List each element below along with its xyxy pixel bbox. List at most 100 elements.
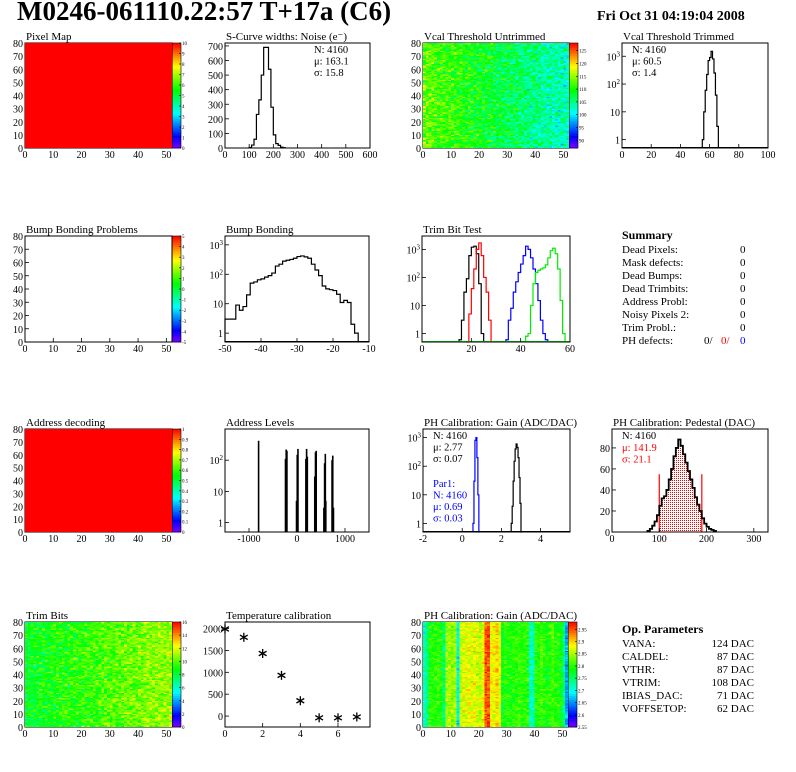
chart-address-levels: Address Levels -1000 0 1000 1 10 102 [210,417,370,545]
summary-value: 0 [740,283,746,295]
colorbar-band [568,668,577,671]
colorbar-band [172,484,181,488]
colorbar-band [172,630,181,633]
colorbar-tick-label: 10 [182,42,188,47]
op-parameters-title: Op. Parameters [622,622,704,636]
x-tick-label: 0 [620,150,625,161]
x-tick-label: 10 [48,150,58,161]
colorbar-band [569,145,578,149]
colorbar-band [172,433,181,436]
colorbar-band [172,457,181,461]
colorbar-band [172,131,181,134]
colorbar-band [569,137,578,141]
chart-ph-pedestal: PH Calibration: Pedestal (DAC)0 100 200 300… [600,417,769,545]
colorbar-band [172,45,181,48]
colorbar-band [569,127,578,130]
colorbar-tick-label: 6 [182,687,185,692]
y-tick-label: 50 [13,272,23,283]
colorbar-band [568,716,577,720]
x-tick-label: 500 [338,150,353,161]
op-parameter-label: VTRIM: [622,677,661,689]
colorbar-band [172,108,181,111]
colorbar-tick-label: 4 [182,105,185,110]
y-tick-label: 1 [218,519,223,530]
histogram-series [701,50,719,148]
x-tick-label: 30 [105,729,115,740]
colorbar-band [172,496,181,500]
heatmap-cells [25,43,172,148]
op-parameter-value: 124 DAC [711,638,754,650]
x-tick-label: 10 [446,729,456,740]
stats-line: σ: 0.07 [433,454,463,465]
colorbar-band [172,634,181,638]
histogram-series [525,247,566,342]
summary-row: Dead Trimbits: 0 [622,283,772,296]
colorbar-band [172,476,181,479]
colorbar-band [569,51,578,54]
colorbar-band [172,486,181,490]
colorbar-tick-label: 3 [182,116,185,121]
colorbar-band [172,274,181,277]
x-tick-label: 40 [133,729,143,740]
x-tick-label: 4 [298,729,303,740]
exponent: 3 [418,432,422,440]
x-tick-label: 1000 [335,534,355,545]
colorbar-band [172,685,181,688]
colorbar-band [172,141,181,145]
colorbar-band [172,97,181,101]
x-tick-label: 2 [260,729,265,740]
plot-frame [611,428,769,533]
colorbar-band [172,295,181,298]
colorbar-band [172,95,181,99]
y-tick-label: 20 [13,118,23,129]
colorbar-tick-label: 6 [182,84,185,89]
colorbar-band [172,106,181,109]
exponent: 2 [418,460,422,468]
stats-line: μ: 0.69 [433,502,463,513]
summary-row: Mask defects: 0 [622,257,772,270]
colorbar-band [569,68,578,71]
colorbar-band [172,72,181,75]
summary-value: 0 [740,244,746,256]
colorbar-band [172,139,181,143]
colorbar-tick-label: 16 [182,621,188,626]
stats-line: μ: 141.9 [622,443,657,454]
x-tick-label: 10 [48,344,58,355]
x-tick-label: 600 [363,150,378,161]
stats-line: μ: 2.77 [433,443,463,454]
colorbar-band [172,114,181,117]
colorbar-band [172,145,181,149]
colorbar-band [172,333,181,337]
y-tick-label: 80 [411,618,421,629]
colorbar-band [568,628,577,631]
colorbar-band [172,318,181,322]
colorbar-band [172,470,181,473]
op-parameter-value: 62 DAC [717,703,754,715]
colorbar-band [568,640,577,644]
summary-value: 0 [740,322,746,334]
colorbar-band [172,464,181,467]
histogram-series [224,255,359,342]
op-parameter-value: 108 DAC [711,677,754,689]
colorbar-band [172,672,181,675]
x-tick-label: 0 [23,150,28,161]
y-tick-label: 10 [213,487,223,498]
colorbar-band [172,670,181,673]
colorbar-band [172,43,181,46]
colorbar-band [568,685,577,688]
colorbar-band [172,626,181,629]
colorbar-band [172,523,181,527]
colorbar-band [172,466,181,469]
histogram-series [466,242,492,343]
colorbar-tick-label: 115 [579,75,587,80]
y-tick-label: 30 [13,105,23,116]
x-tick-label: 100 [242,150,257,161]
op-parameter-label: VTHR: [622,664,655,676]
colorbar-band [172,624,181,627]
colorbar-band [568,647,577,650]
colorbar-band [172,53,181,57]
colorbar-band [172,250,181,254]
colorbar-band [569,112,578,115]
chart-title: Bump Bonding [226,224,294,236]
x-tick-label: -40 [254,344,267,355]
